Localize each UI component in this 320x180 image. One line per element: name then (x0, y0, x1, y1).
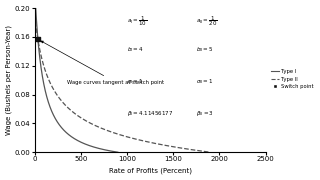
Type I (86, 144, 90, 146)
Text: $\sigma_{II} = 1$: $\sigma_{II} = 1$ (196, 77, 214, 86)
Text: $b_{II} = 5$: $b_{II} = 5$ (196, 46, 214, 54)
Text: $b_I = 4$: $b_I = 4$ (127, 46, 144, 54)
Type II (120, 134, 124, 136)
Legend: Type I, Type II, Switch point: Type I, Type II, Switch point (271, 68, 314, 90)
Type II (89, 122, 93, 124)
Type I (89, 145, 93, 147)
Switch point (35, 38, 40, 41)
X-axis label: Rate of Profits (Percent): Rate of Profits (Percent) (109, 168, 192, 174)
Line: Type I: Type I (35, 0, 118, 152)
Type II (86, 121, 90, 123)
Line: Type II: Type II (35, 15, 210, 152)
Type II (136, 139, 140, 141)
Text: $a_I = \dfrac{1}{10}$: $a_I = \dfrac{1}{10}$ (127, 14, 148, 28)
Y-axis label: Wage (Bushels per Person-Year): Wage (Bushels per Person-Year) (5, 25, 12, 135)
Text: $\sigma_I = 1$: $\sigma_I = 1$ (127, 77, 144, 86)
Text: Wage curves tangent at switch point: Wage curves tangent at switch point (41, 41, 164, 85)
Text: $\beta_{II} = 3$: $\beta_{II} = 3$ (196, 109, 214, 118)
Text: $a_{II} = \dfrac{1}{20}$: $a_{II} = \dfrac{1}{20}$ (196, 14, 218, 28)
Text: $\beta_I = 4.11456177$: $\beta_I = 4.11456177$ (127, 109, 173, 118)
Type I (88, 145, 92, 147)
Type II (33, 14, 37, 16)
Type II (88, 122, 92, 124)
